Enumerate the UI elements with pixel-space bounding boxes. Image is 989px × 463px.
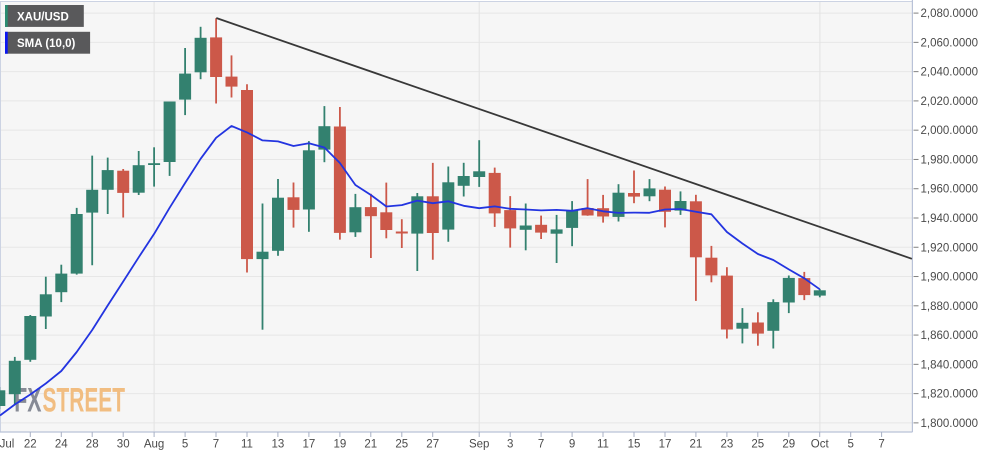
- svg-text:1,820.0000: 1,820.0000: [921, 389, 979, 401]
- svg-text:22: 22: [24, 439, 37, 451]
- svg-text:7: 7: [878, 439, 884, 451]
- svg-text:17: 17: [303, 439, 316, 451]
- svg-text:7: 7: [538, 439, 544, 451]
- svg-text:Jul: Jul: [0, 439, 14, 451]
- svg-text:29: 29: [782, 439, 795, 451]
- svg-text:5: 5: [847, 439, 853, 451]
- svg-text:5: 5: [182, 439, 188, 451]
- svg-text:1,860.0000: 1,860.0000: [921, 330, 979, 342]
- svg-text:SMA (10,0): SMA (10,0): [17, 38, 76, 50]
- svg-text:2,060.0000: 2,060.0000: [921, 37, 979, 49]
- svg-text:1,880.0000: 1,880.0000: [921, 301, 979, 313]
- svg-text:25: 25: [751, 439, 764, 451]
- svg-text:1,980.0000: 1,980.0000: [921, 154, 979, 166]
- svg-text:27: 27: [426, 439, 439, 451]
- svg-text:21: 21: [364, 439, 377, 451]
- svg-text:Oct: Oct: [811, 439, 830, 451]
- svg-text:13: 13: [272, 439, 285, 451]
- svg-text:23: 23: [721, 439, 734, 451]
- svg-text:1,840.0000: 1,840.0000: [921, 359, 979, 371]
- svg-text:25: 25: [395, 439, 408, 451]
- svg-text:24: 24: [55, 439, 68, 451]
- svg-text:11: 11: [241, 439, 253, 451]
- svg-text:2,000.0000: 2,000.0000: [921, 125, 979, 137]
- svg-text:3: 3: [507, 439, 513, 451]
- svg-text:2,020.0000: 2,020.0000: [921, 96, 979, 108]
- svg-text:17: 17: [659, 439, 672, 451]
- svg-text:21: 21: [690, 439, 703, 451]
- svg-text:Sep: Sep: [469, 439, 489, 451]
- svg-text:30: 30: [117, 439, 130, 451]
- svg-text:1,920.0000: 1,920.0000: [921, 242, 979, 254]
- svg-text:19: 19: [334, 439, 347, 451]
- svg-text:1,900.0000: 1,900.0000: [921, 272, 979, 284]
- svg-text:1,960.0000: 1,960.0000: [921, 184, 979, 196]
- svg-text:28: 28: [86, 439, 99, 451]
- svg-text:1,940.0000: 1,940.0000: [921, 213, 979, 225]
- svg-text:Aug: Aug: [144, 439, 164, 451]
- svg-text:7: 7: [213, 439, 219, 451]
- svg-text:STREET: STREET: [43, 382, 126, 420]
- svg-text:XAU/USD: XAU/USD: [17, 11, 69, 23]
- svg-text:1,800.0000: 1,800.0000: [921, 418, 979, 430]
- svg-text:15: 15: [628, 439, 641, 451]
- svg-text:11: 11: [597, 439, 609, 451]
- svg-text:2,080.0000: 2,080.0000: [921, 8, 979, 20]
- svg-text:2,040.0000: 2,040.0000: [921, 67, 979, 79]
- svg-text:9: 9: [569, 439, 575, 451]
